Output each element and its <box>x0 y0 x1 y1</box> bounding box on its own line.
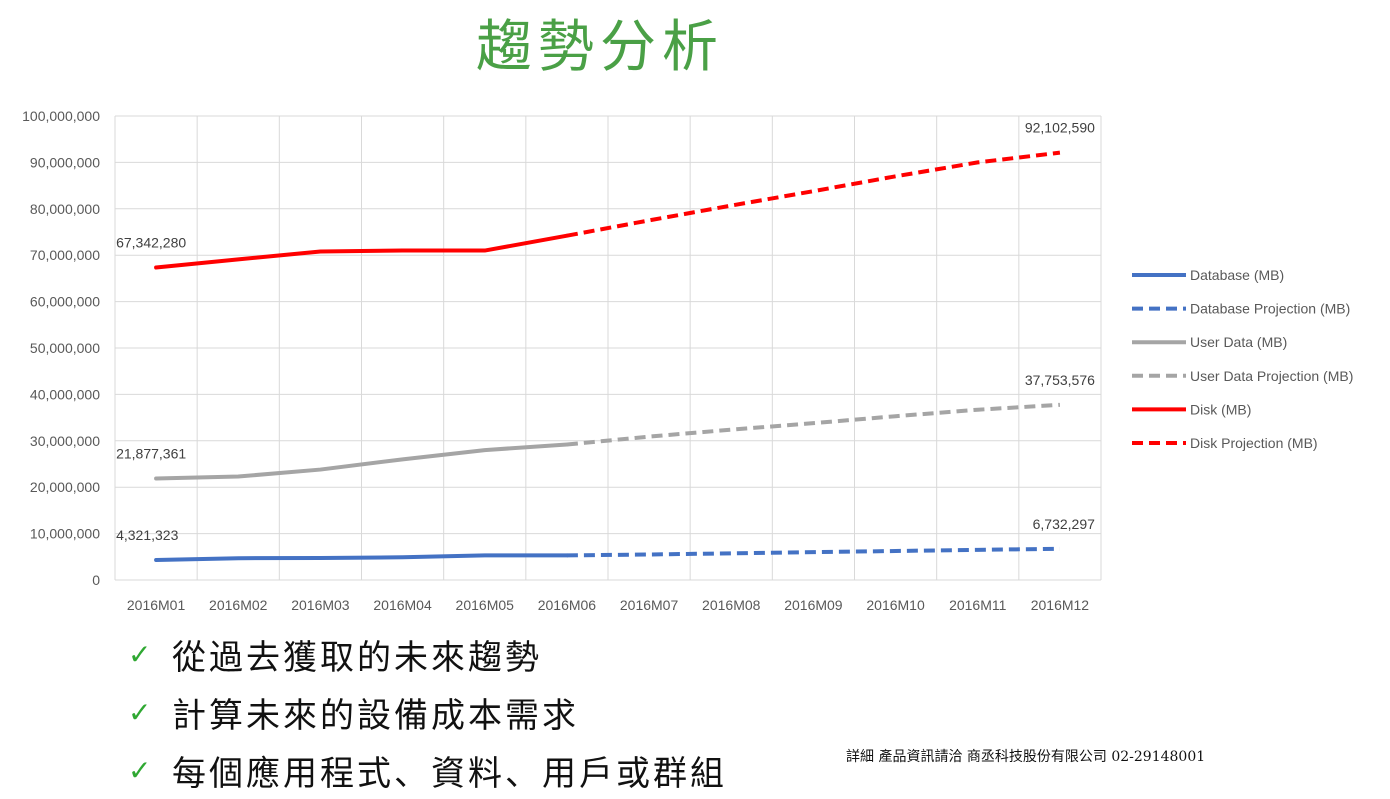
legend-label: Database (MB) <box>1190 267 1284 283</box>
series-line <box>566 402 1061 447</box>
data-label: 4,321,323 <box>116 527 178 543</box>
bullet-text: 從過去獲取的未來趨勢 <box>172 637 542 678</box>
y-tick-label: 30,000,000 <box>30 433 100 449</box>
check-icon: ✓ <box>128 695 152 729</box>
x-tick-label: 2016M01 <box>127 597 186 613</box>
x-tick-label: 2016M03 <box>291 597 350 613</box>
bullet-item: ✓ 從過去獲取的未來趨勢 <box>128 625 727 683</box>
x-tick-label: 2016M08 <box>702 597 761 613</box>
footer-contact: 詳細 產品資訊請洽 商丞科技股份有限公司 02-29148001 <box>846 749 1206 765</box>
data-label: 37,753,576 <box>1025 372 1095 388</box>
series-line <box>154 442 569 481</box>
bullet-text: 計算未來的設備成本需求 <box>172 695 579 736</box>
x-tick-label: 2016M04 <box>373 597 432 613</box>
legend-label: Disk (MB) <box>1190 401 1251 417</box>
legend-label: Database Projection (MB) <box>1190 301 1350 317</box>
y-tick-label: 100,000,000 <box>22 108 100 124</box>
x-tick-label: 2016M12 <box>1031 597 1090 613</box>
legend-label: User Data (MB) <box>1190 334 1287 350</box>
x-tick-label: 2016M10 <box>866 597 925 613</box>
y-tick-label: 10,000,000 <box>30 526 100 542</box>
legend-label: Disk Projection (MB) <box>1190 435 1318 451</box>
chart-gridlines <box>114 115 1102 581</box>
chart-data-labels: 67,342,280 92,102,590 21,877,361 37,753,576… <box>116 120 1095 543</box>
data-label: 67,342,280 <box>116 235 186 251</box>
x-tick-label: 2016M05 <box>456 597 515 613</box>
data-label: 21,877,361 <box>116 445 186 461</box>
check-icon: ✓ <box>128 753 152 787</box>
data-label: 6,732,297 <box>1033 516 1095 532</box>
data-label: 92,102,590 <box>1025 120 1095 136</box>
x-axis-ticks: 2016M01 2016M02 2016M03 2016M04 2016M05 2016M… <box>127 597 1089 613</box>
y-tick-label: 80,000,000 <box>30 201 100 217</box>
bullet-text: 每個應用程式、資料、用戶或群組 <box>172 753 727 794</box>
y-tick-label: 20,000,000 <box>30 479 100 495</box>
x-tick-label: 2016M09 <box>784 597 843 613</box>
page-title: 趨勢分析 <box>476 15 724 80</box>
bullet-item: ✓ 每個應用程式、資料、用戶或群組 <box>128 741 727 799</box>
series-line <box>566 150 1061 238</box>
y-tick-label: 40,000,000 <box>30 386 100 402</box>
trend-line-chart: 0 10,000,000 20,000,000 30,000,000 40,000,00… <box>22 108 1353 613</box>
y-axis-ticks: 0 10,000,000 20,000,000 30,000,000 40,000,00… <box>22 108 100 588</box>
y-tick-label: 70,000,000 <box>30 247 100 263</box>
x-tick-label: 2016M07 <box>620 597 679 613</box>
y-tick-label: 60,000,000 <box>30 294 100 310</box>
chart-legend: Database (MB) Database Projection (MB) Use… <box>1132 267 1353 451</box>
x-tick-label: 2016M02 <box>209 597 268 613</box>
x-tick-label: 2016M06 <box>538 597 597 613</box>
y-tick-label: 90,000,000 <box>30 154 100 170</box>
x-tick-label: 2016M11 <box>949 597 1007 613</box>
chart-series-lines <box>154 150 1061 562</box>
series-line <box>154 553 569 562</box>
series-line <box>566 546 1060 558</box>
bullet-item: ✓ 計算未來的設備成本需求 <box>128 683 727 741</box>
y-tick-label: 0 <box>92 572 100 588</box>
bullet-list: ✓ 從過去獲取的未來趨勢 ✓ 計算未來的設備成本需求 ✓ 每個應用程式、資料、用… <box>128 625 727 799</box>
legend-label: User Data Projection (MB) <box>1190 368 1353 384</box>
series-line <box>154 233 569 270</box>
check-icon: ✓ <box>128 637 152 671</box>
y-tick-label: 50,000,000 <box>30 340 100 356</box>
